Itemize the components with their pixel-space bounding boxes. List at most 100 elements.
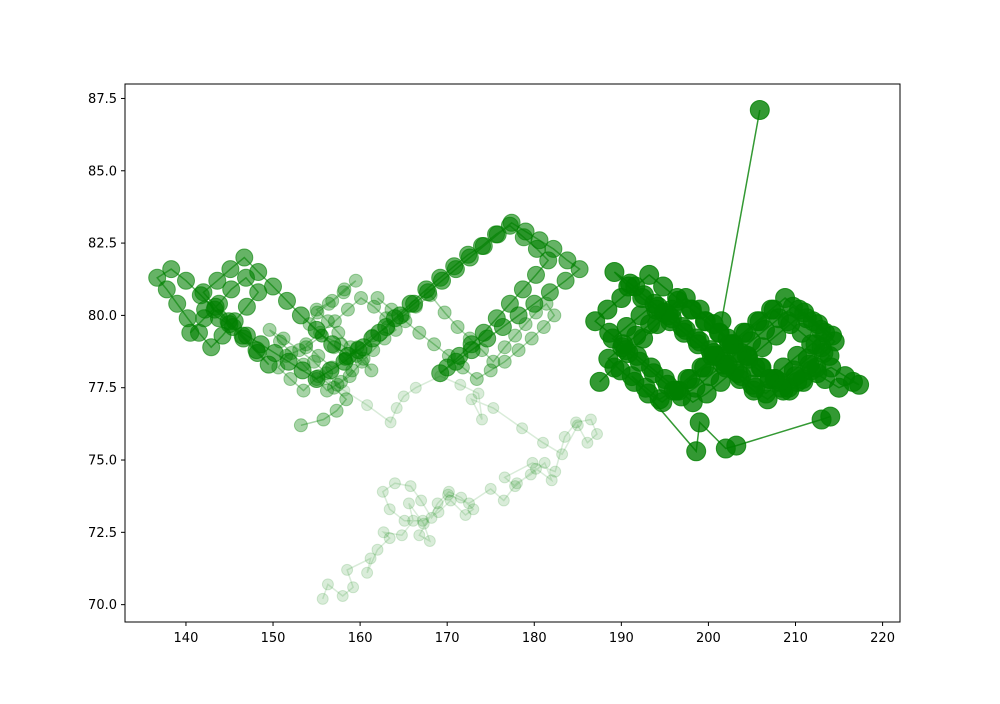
data-point <box>431 364 450 383</box>
data-point <box>689 331 710 352</box>
data-point <box>279 352 298 371</box>
data-point <box>538 456 551 469</box>
data-point <box>309 302 324 317</box>
data-point <box>444 494 457 507</box>
data-point <box>497 354 512 369</box>
series-2 <box>148 213 589 388</box>
data-point <box>677 369 698 389</box>
data-point <box>516 422 529 435</box>
data-point <box>361 399 374 412</box>
data-point <box>249 263 268 281</box>
data-point <box>431 497 444 510</box>
data-point <box>530 231 549 250</box>
data-point <box>264 277 282 296</box>
data-point <box>340 302 355 317</box>
data-point <box>681 299 701 320</box>
data-point <box>661 308 682 329</box>
data-point <box>194 283 213 302</box>
data-point <box>484 482 497 495</box>
data-point <box>634 285 654 306</box>
data-point <box>615 340 636 361</box>
data-point <box>502 213 521 232</box>
data-point <box>761 299 782 320</box>
data-point <box>455 491 468 504</box>
data-point <box>427 337 442 352</box>
x-tick-label: 220 <box>870 631 895 646</box>
data-point <box>307 354 321 369</box>
data-point <box>526 456 539 469</box>
data-point <box>419 283 437 302</box>
data-point <box>497 340 512 355</box>
y-tick-label: 85.0 <box>88 164 117 179</box>
data-point <box>335 352 354 371</box>
data-point <box>409 381 422 394</box>
data-point <box>370 291 385 305</box>
data-point <box>465 393 478 406</box>
y-tick-label: 82.5 <box>88 237 117 252</box>
data-point <box>749 100 770 120</box>
data-point <box>711 311 732 332</box>
data-point <box>459 509 472 521</box>
data-point <box>602 328 623 349</box>
data-point <box>178 309 197 328</box>
data-point <box>397 390 410 403</box>
data-point <box>815 322 836 343</box>
data-point <box>222 280 241 299</box>
data-point <box>571 419 584 432</box>
data-point <box>371 543 384 556</box>
data-point <box>483 363 498 378</box>
data-point <box>237 297 256 316</box>
data-point <box>527 265 545 284</box>
data-point <box>635 377 656 398</box>
data-point <box>278 291 296 310</box>
data-point <box>262 322 277 337</box>
data-point <box>347 581 360 594</box>
data-point <box>691 357 712 378</box>
data-point <box>747 311 768 332</box>
x-tick-label: 190 <box>609 631 634 646</box>
data-point <box>705 345 726 366</box>
data-point <box>320 383 334 398</box>
data-point <box>307 370 326 388</box>
data-point <box>416 514 429 527</box>
data-point <box>604 262 625 282</box>
series-3 <box>585 262 870 462</box>
data-point <box>265 344 284 362</box>
data-point <box>437 305 452 320</box>
data-point <box>454 378 467 391</box>
data-point <box>493 318 512 336</box>
data-point <box>556 448 569 461</box>
data-point <box>639 264 660 285</box>
data-point <box>719 334 740 355</box>
data-point <box>433 271 451 290</box>
axes-layer: 140 150 160 170 180 190 200 210 220 70.0 72.5 75.0 7… <box>88 92 895 646</box>
data-point <box>348 273 363 288</box>
y-tick-label: 87.5 <box>88 92 117 107</box>
data-point <box>524 331 539 346</box>
data-point <box>570 416 583 429</box>
data-point <box>733 322 754 343</box>
data-point <box>363 329 382 348</box>
data-point <box>508 328 523 343</box>
data-point <box>208 271 227 290</box>
data-point <box>417 517 430 530</box>
data-point <box>476 413 488 426</box>
y-tick-label: 70.0 <box>88 598 117 613</box>
data-point <box>423 535 436 547</box>
data-point <box>584 413 597 426</box>
data-point <box>177 271 195 290</box>
data-point <box>330 377 345 392</box>
data-point <box>621 366 642 387</box>
data-point <box>311 348 326 363</box>
data-point <box>467 503 480 516</box>
data-point <box>377 318 396 336</box>
data-point <box>597 299 618 320</box>
data-point <box>398 514 411 527</box>
data-point <box>446 260 465 279</box>
data-point <box>402 497 415 510</box>
data-point <box>570 260 589 279</box>
data-point <box>487 402 500 414</box>
data-point <box>337 282 352 297</box>
data-point <box>251 335 270 354</box>
